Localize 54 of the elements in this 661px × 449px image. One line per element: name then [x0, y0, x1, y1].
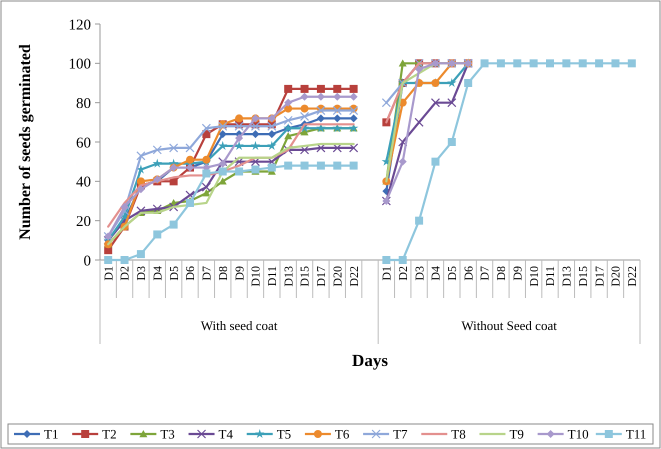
x-tick-label: D17: [314, 266, 328, 287]
x-tick-label: D4: [150, 266, 164, 281]
x-axis-title: Days: [352, 351, 388, 370]
x-tick-label: D4: [428, 266, 443, 281]
x-tick-label: D6: [183, 266, 198, 281]
x-tick-label: D20: [330, 266, 344, 287]
legend-label: T8: [451, 426, 466, 442]
legend-label: T2: [102, 426, 117, 442]
y-tick-label: 100: [68, 56, 91, 73]
text: With seed coat: [200, 318, 278, 333]
x-tick-label: D8: [216, 266, 230, 281]
x-tick-label: D9: [232, 266, 246, 281]
x-tick-label: D6: [461, 266, 476, 281]
legend-label: T7: [393, 426, 408, 442]
y-tick-label: 60: [76, 135, 91, 152]
legend-label: T10: [568, 426, 589, 442]
x-tick-label: D2: [396, 266, 410, 281]
x-tick-label: D22: [346, 266, 361, 287]
legend-label: T3: [160, 426, 175, 442]
y-tick-label: 120: [68, 17, 91, 34]
x-tick-label: D13: [281, 266, 296, 287]
x-tick-label: D10: [248, 266, 263, 287]
x-tick-label: D10: [526, 266, 541, 287]
legend-label: T1: [44, 426, 58, 442]
x-tick-label: D7: [478, 266, 492, 281]
x-tick-label: D11: [265, 266, 280, 286]
x-tick-label: D5: [445, 266, 460, 281]
x-tick-label: D13: [560, 266, 574, 287]
x-tick-label: D3: [134, 266, 148, 281]
x-tick-label: D20: [608, 266, 623, 287]
y-tick-label: 80: [76, 96, 91, 112]
y-tick-label: 20: [76, 214, 91, 230]
x-tick-label: D8: [494, 266, 508, 281]
y-axis-title: Number of seeds germinated: [17, 44, 34, 240]
x-tick-label: D22: [625, 266, 640, 287]
x-tick-label: D15: [576, 266, 590, 287]
x-tick-label: D9: [510, 266, 524, 281]
x-tick-label: D11: [543, 266, 558, 286]
x-tick-label: D5: [166, 266, 181, 281]
x-tick-label: D15: [298, 266, 312, 287]
legend-label: T9: [509, 426, 524, 442]
legend-label: T6: [334, 426, 350, 442]
text: Without Seed coat: [461, 318, 558, 333]
y-tick-label: 0: [84, 253, 91, 270]
y-tick-label: 40: [76, 174, 91, 191]
x-tick-label: D7: [200, 266, 214, 281]
legend-label: T4: [218, 426, 234, 442]
legend-label: T5: [276, 426, 292, 442]
x-tick-label: D3: [412, 266, 426, 281]
legend-label: T11: [626, 426, 646, 442]
x-tick-label: D2: [118, 266, 132, 281]
x-tick-label: D1: [380, 266, 394, 281]
x-tick-label: D17: [592, 266, 606, 287]
x-tick-label: D1: [101, 266, 116, 281]
